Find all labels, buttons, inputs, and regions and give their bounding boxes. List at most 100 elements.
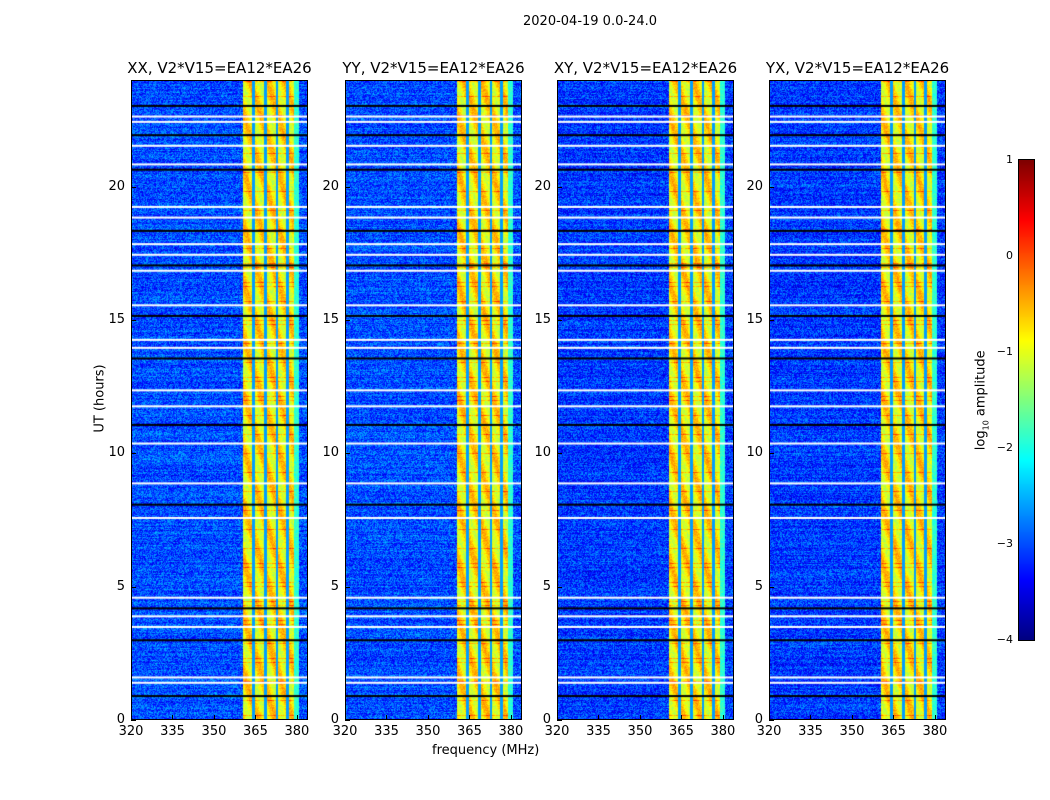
x-tick-mark [469,715,471,720]
y-tick-mark [345,186,350,188]
heatmap-image [558,81,733,719]
y-tick-label: 0 [542,712,551,727]
x-tick-mark [681,715,683,720]
y-tick-mark [769,186,774,188]
x-tick-mark [893,715,895,720]
x-tick-mark [345,715,346,720]
y-tick-mark [131,586,136,588]
colorbar-tick-label: −3 [996,537,1013,550]
x-tick-mark [213,715,215,720]
y-tick-mark [769,720,774,721]
y-tick-mark [131,720,136,721]
y-tick-label: 20 [108,178,125,194]
y-tick-mark [557,320,562,321]
y-tick-label: 20 [322,178,339,194]
colorbar-tick-label: −1 [996,345,1013,358]
y-tick-label: 20 [746,178,763,194]
y-tick-label: 0 [116,712,125,727]
y-tick-mark [557,586,562,588]
x-tick-mark [255,715,257,720]
y-tick-mark [557,186,562,188]
colorbar-label: log10 amplitude [973,350,991,451]
y-tick-label: 10 [746,445,763,461]
y-tick-label: 5 [754,578,763,594]
heatmap-panel [769,80,946,720]
x-axis-label: frequency (MHz) [432,743,540,758]
x-tick-label: 335 [586,724,611,739]
colorbar [1018,159,1035,641]
x-tick-label: 380 [922,724,948,739]
y-tick-label: 15 [746,312,763,327]
x-tick-label: 365 [669,724,694,739]
x-tick-label: 350 [415,724,441,739]
colorbar-tick-label: −4 [996,633,1013,646]
heatmap-image [132,81,307,719]
y-tick-label: 10 [534,445,551,461]
y-tick-label: 10 [322,445,339,461]
x-tick-label: 365 [881,724,906,739]
y-tick-label: 5 [330,578,339,594]
y-tick-mark [345,453,350,455]
y-tick-mark [345,720,350,721]
panel-title: YY, V2*V15=EA12*EA26 [342,59,525,77]
y-axis-label: UT (hours) [92,364,108,433]
y-tick-mark [131,320,136,321]
heatmap-image [770,81,945,719]
y-tick-label: 0 [754,712,763,727]
colorbar-tick-label: 0 [1006,249,1013,262]
y-tick-label: 20 [534,178,551,194]
y-tick-mark [557,453,562,455]
x-tick-label: 365 [457,724,482,739]
x-tick-label: 320 [332,724,358,739]
x-tick-mark [851,715,853,720]
y-tick-mark [769,320,774,321]
x-tick-label: 320 [544,724,570,739]
y-tick-mark [769,586,774,588]
x-tick-label: 335 [798,724,823,739]
x-tick-mark [172,715,174,720]
x-tick-label: 320 [118,724,144,739]
y-tick-mark [131,186,136,188]
y-tick-label: 0 [330,712,339,727]
y-tick-label: 15 [322,312,339,327]
x-tick-mark [296,715,298,720]
y-tick-mark [131,453,136,455]
heatmap-panel [557,80,734,720]
y-tick-label: 5 [542,578,551,594]
x-tick-mark [722,715,724,720]
x-tick-mark [510,715,512,720]
x-tick-mark [386,715,388,720]
heatmap-image [346,81,521,719]
x-tick-label: 350 [627,724,653,739]
x-tick-mark [131,715,132,720]
y-tick-label: 15 [108,312,125,327]
y-tick-label: 15 [534,312,551,327]
x-tick-label: 380 [284,724,310,739]
colorbar-tick-label: −2 [996,441,1013,454]
y-tick-mark [345,586,350,588]
heatmap-panel [345,80,522,720]
x-tick-label: 350 [201,724,227,739]
x-tick-mark [639,715,641,720]
y-tick-mark [345,320,350,321]
colorbar-tick-label: 1 [1006,153,1013,166]
panel-title: XY, V2*V15=EA12*EA26 [553,59,738,77]
y-tick-label: 10 [108,445,125,461]
x-tick-mark [934,715,936,720]
x-tick-mark [427,715,429,720]
x-tick-label: 350 [839,724,865,739]
x-tick-label: 380 [710,724,736,739]
heatmap-panel [131,80,308,720]
y-tick-label: 5 [116,578,125,594]
x-tick-label: 335 [374,724,399,739]
x-tick-mark [769,715,770,720]
y-tick-mark [557,720,562,721]
x-tick-mark [598,715,600,720]
panel-title: XX, V2*V15=EA12*EA26 [127,59,312,77]
x-tick-label: 320 [756,724,782,739]
y-tick-mark [769,453,774,455]
figure-title: 2020-04-19 0.0-24.0 [523,14,657,29]
x-tick-label: 380 [498,724,524,739]
x-tick-mark [557,715,558,720]
x-tick-label: 365 [243,724,268,739]
